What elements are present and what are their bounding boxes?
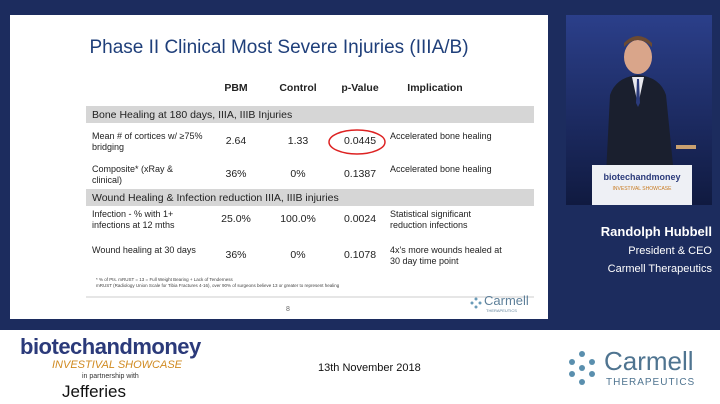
slide-title: Phase II Clinical Most Severe Injuries (… [89,37,469,58]
company-logo-sub: THERAPEUTICS [606,377,696,388]
slide: Phase II Clinical Most Severe Injuries (… [10,15,548,319]
company-logo-icon [569,351,595,385]
speaker-name: Randolph Hubbell [600,224,712,239]
podium-sign-sub: INVESTIVAL SHOWCASE [613,186,673,192]
value-cell: 0.1387 [343,168,377,180]
column-header: Control [279,82,317,94]
slide-logo-icon [470,297,482,309]
value-cell: 36% [225,168,247,180]
row-label: Composite* (xRay & clinical) [92,164,174,185]
value-cell: 0% [290,249,306,261]
speaker-photo: biotechandmoney INVESTIVAL SHOWCASE [566,15,712,205]
value-cell: 0% [290,168,306,180]
value-cell: 0.0445 [343,135,377,147]
footnote: * % of Pts. mRUST = 13 = Full Weight Bea… [96,277,233,282]
highlight-circle [328,129,386,155]
row-label: Mean # of cortices w/ ≥75% bridging [92,131,203,152]
value-cell: 25.0% [221,213,251,225]
event-date: 13th November 2018 [318,362,421,374]
implication: Accelerated bone healing [390,164,492,174]
slide-logo: Carmell [484,293,529,308]
value-cell: 100.0% [280,213,316,225]
section-title: Bone Healing at 180 days, IIIA, IIIB Inj… [92,109,293,121]
column-header: PBM [224,82,248,94]
implication: 4x's more wounds healed at 30 day time p… [390,245,502,266]
speaker-role: President & CEO [628,245,712,257]
implication: Accelerated bone healing [390,131,492,141]
slide-decor: Carmell THERAPEUTICS 8 [86,129,534,313]
row-label: Wound healing at 30 days [92,245,196,255]
value-cell: 1.33 [287,135,309,147]
value-cell: 2.64 [225,135,247,147]
speaker-company: Carmell Therapeutics [607,263,712,275]
implication: Statistical significant reduction infect… [390,209,472,230]
column-header: Implication [407,82,463,94]
partner-logo: Jefferies [62,382,126,401]
value-cell: 36% [225,249,247,261]
partnership-text: in partnership with [82,373,139,380]
event-logo-sub: INVESTIVAL SHOWCASE [52,359,183,371]
footer: biotechandmoney INVESTIVAL SHOWCASE in p… [0,330,720,404]
podium-sign: biotechandmoney [603,172,680,182]
section-band: Bone Healing at 180 days, IIIA, IIIB Inj… [86,106,534,123]
row-label: Infection - % with 1+ infections at 12 m… [92,209,175,230]
value-cell: 0.1078 [343,249,377,261]
section-band: Wound Healing & Infection reduction IIIA… [86,189,534,206]
footnote: mRUST (Radiology Union Scale for Tibia F… [96,283,340,288]
slide-logo-sub: THERAPEUTICS [486,308,517,313]
event-logo: biotechandmoney [20,334,201,359]
column-header: p-Value [341,82,379,94]
value-cell: 0.0024 [343,213,377,225]
page-number: 8 [286,306,290,313]
company-logo: Carmell [604,346,694,376]
section-title: Wound Healing & Infection reduction IIIA… [92,192,339,204]
